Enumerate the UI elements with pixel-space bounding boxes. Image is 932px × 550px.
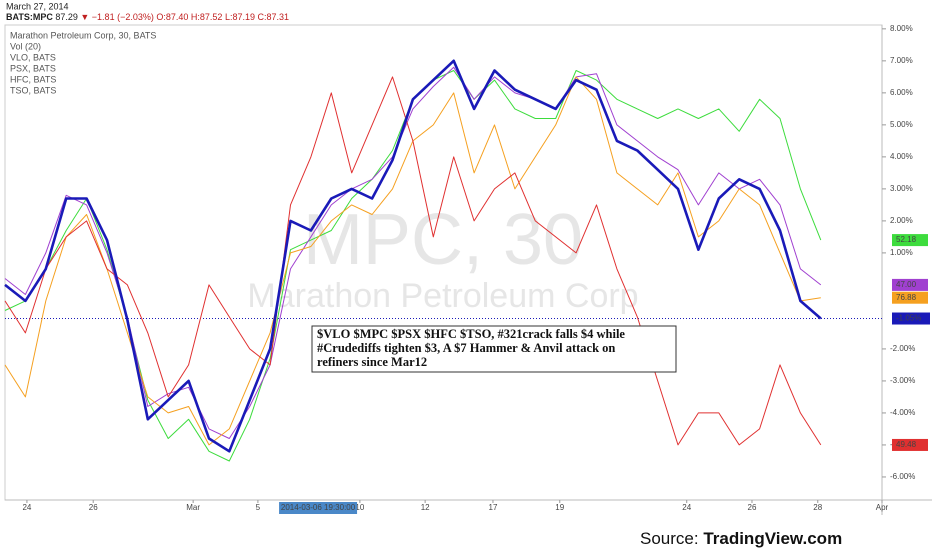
y-tick-label: 4.00% (890, 152, 913, 161)
source-site: TradingView.com (703, 529, 842, 548)
y-tick-label: -3.00% (890, 376, 915, 385)
y-tick-label: 2.00% (890, 216, 913, 225)
crosshair-label: 2014-03-06 19:30:00 (281, 503, 356, 512)
header-quote: BATS:MPC 87.29 ▼ −1.81 (−2.03%) O:87.40 … (6, 12, 289, 22)
y-tick-label: 1.00% (890, 248, 913, 257)
legend-entry: HFC, BATS (10, 74, 56, 84)
annotation-line: refiners since Mar12 (317, 355, 427, 369)
x-tick-label: Mar (186, 503, 200, 512)
x-tick-label: 19 (555, 503, 564, 512)
x-tick-label: 10 (355, 503, 364, 512)
watermark-symbol: MPC, 30 (303, 200, 583, 280)
crosshair-label-box (279, 502, 358, 514)
y-tick-label: 3.00% (890, 184, 913, 193)
legend-title: Marathon Petroleum Corp, 30, BATS (10, 30, 156, 40)
annotation-line: $VLO $MPC $PSX $HFC $TSO, #321crack fall… (317, 327, 625, 341)
price-label-box (892, 234, 928, 247)
close: C:87.31 (258, 12, 290, 22)
price: 87.29 (55, 12, 78, 22)
price-label: 47.00 (896, 280, 917, 289)
last-price-label: -1.05% (896, 314, 921, 323)
open: O:87.40 (156, 12, 188, 22)
price-label-box (892, 278, 928, 291)
watermark-name: Marathon Petroleum Corp (247, 277, 638, 315)
x-tick-label: 24 (22, 503, 31, 512)
x-tick-label: 26 (748, 503, 757, 512)
price-label: 49.48 (896, 440, 917, 449)
x-tick-label: 24 (682, 503, 691, 512)
source-prefix: Source: (640, 529, 703, 548)
y-tick-label: -2.00% (890, 344, 915, 353)
x-tick-label: 26 (89, 503, 98, 512)
header-date: March 27, 2014 (6, 1, 69, 11)
low: L:87.19 (225, 12, 255, 22)
y-tick-label: 8.00% (890, 24, 913, 33)
source: Source: TradingView.com (640, 529, 842, 548)
high: H:87.52 (191, 12, 223, 22)
y-tick-label: 6.00% (890, 88, 913, 97)
legend-entry: VLO, BATS (10, 52, 56, 62)
price-label-box (892, 438, 928, 451)
y-tick-label: 5.00% (890, 120, 913, 129)
x-tick-label: 28 (813, 503, 822, 512)
change: ▼ −1.81 (−2.03%) (80, 12, 153, 22)
price-label: 76.88 (896, 293, 917, 302)
x-tick-label: 17 (489, 503, 498, 512)
y-tick-label: -4.00% (890, 408, 915, 417)
price-label: 52.18 (896, 235, 917, 244)
y-tick-label: 7.00% (890, 56, 913, 65)
annotation-box (311, 325, 677, 373)
legend-entry: PSX, BATS (10, 63, 56, 73)
x-tick-label: 5 (256, 503, 261, 512)
x-tick-label: 12 (421, 503, 430, 512)
y-tick-label: -6.00% (890, 472, 915, 481)
last-price-box (892, 312, 930, 325)
x-tick-label: Apr (876, 503, 889, 512)
series-line (4, 59, 822, 453)
price-label-box (892, 291, 928, 304)
series-line (4, 76, 822, 446)
symbol: BATS:MPC (6, 12, 53, 22)
annotation-line: #Crudediffs tighten $3, A $7 Hammer & An… (317, 341, 615, 355)
legend-volume: Vol (20) (10, 41, 41, 51)
legend-entry: TSO, BATS (10, 85, 56, 95)
